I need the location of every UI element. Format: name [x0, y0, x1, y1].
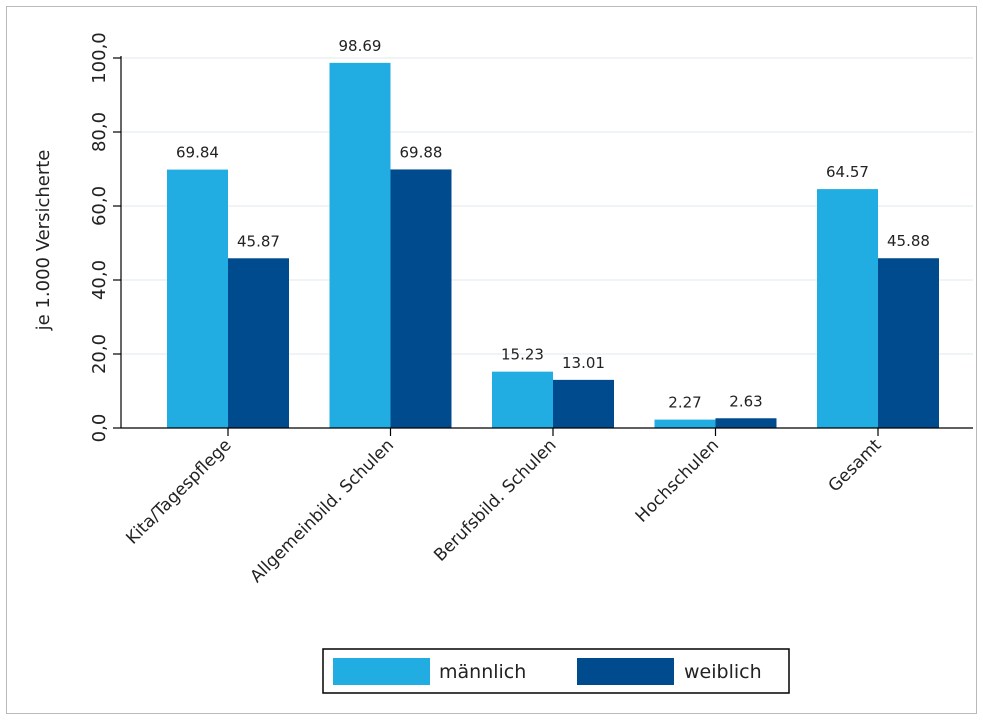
bar-chart: 69.84 45.87 98.69 69.88 15.23 13.01 2.27 2.63 64… [33, 32, 973, 694]
value-label: 64.57 [826, 163, 869, 181]
value-label: 69.88 [400, 143, 443, 161]
bar-weiblich [553, 379, 614, 428]
value-label: 45.87 [237, 232, 280, 250]
value-label: 13.01 [562, 354, 605, 372]
value-label: 45.88 [887, 232, 930, 250]
y-axis: 0,0 20,0 40,0 60,0 80,0 100,0 [89, 32, 122, 443]
y-tick-label: 80,0 [89, 112, 110, 152]
bar-weiblich [715, 418, 777, 428]
value-label: 69.84 [176, 144, 219, 162]
category-label: Gesamt [825, 435, 886, 496]
value-labels: 69.84 45.87 98.69 69.88 15.23 13.01 2.27 2.63 64… [176, 37, 930, 412]
y-tick-label: 20,0 [89, 334, 110, 374]
category-label: Hochschulen [632, 435, 723, 526]
bar-weiblich [228, 258, 289, 428]
y-tick-label: 0,0 [89, 414, 110, 443]
legend-box [322, 648, 790, 694]
category-label: Kita/Tagespflege [122, 435, 235, 548]
bar-maennlich [817, 189, 878, 428]
chart-frame: 69.84 45.87 98.69 69.88 15.23 13.01 2.27 2.63 64… [6, 6, 977, 714]
legend-swatch-maennlich [333, 658, 430, 685]
category-label: Allgemeinbild. Schulen [246, 435, 398, 587]
value-label: 2.63 [729, 392, 762, 410]
category-label: Berufsbild. Schulen [430, 435, 560, 565]
y-tick-label: 100,0 [89, 32, 110, 84]
legend: männlich weiblich [322, 648, 790, 694]
value-label: 2.27 [668, 394, 701, 412]
bars [167, 62, 939, 429]
bar-weiblich [390, 169, 452, 428]
legend-label-maennlich: männlich [439, 661, 526, 683]
bar-maennlich [167, 169, 228, 429]
bar-maennlich [492, 371, 553, 428]
x-axis: Kita/Tagespflege Allgemeinbild. Schulen Be… [121, 427, 973, 587]
bar-weiblich [878, 258, 939, 428]
y-tick-label: 60,0 [89, 186, 110, 226]
y-tick-label: 40,0 [89, 260, 110, 300]
y-axis-title: je 1.000 Versicherte [33, 150, 54, 332]
value-label: 15.23 [501, 346, 544, 364]
legend-label-weiblich: weiblich [684, 661, 762, 683]
bar-maennlich [654, 419, 716, 428]
bar-maennlich [329, 62, 391, 429]
legend-swatch-weiblich [577, 658, 674, 685]
value-label: 98.69 [339, 37, 382, 55]
